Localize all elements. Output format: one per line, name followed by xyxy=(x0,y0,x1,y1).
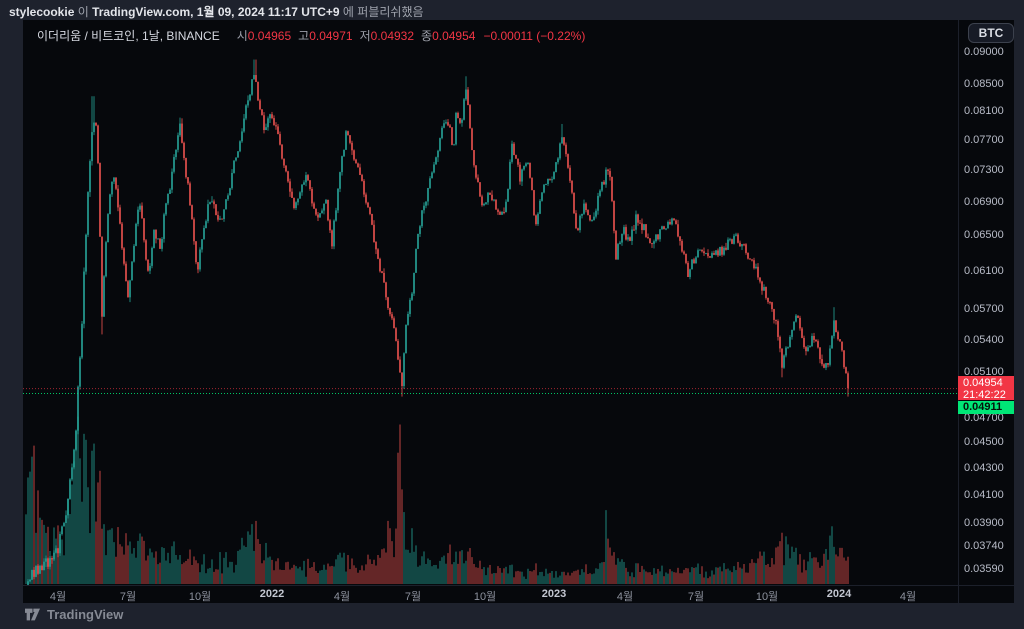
publish-header-text: 에 퍼블리쉬했음 xyxy=(339,5,424,19)
footer: TradingView xyxy=(24,605,123,623)
time-axis[interactable]: 4월 7월 10월 2022 4월 7월 10월 2023 4월 7월 10월 2024 4월 xyxy=(23,586,958,603)
ohlc-value: 0.04954 xyxy=(432,29,476,43)
time-tick-year: 2023 xyxy=(541,588,567,600)
currency-toggle-button[interactable]: BTC xyxy=(968,23,1014,43)
ohlc-label: 시 xyxy=(236,29,248,43)
price-tick: 0.05400 xyxy=(964,333,1004,346)
ohlc-value: 0.04965 xyxy=(247,29,292,43)
ohlc-label: 고 xyxy=(298,29,310,43)
time-tick-month: 10월 xyxy=(188,591,212,603)
price-tick: 0.07700 xyxy=(964,133,1004,146)
time-tick-year: 2024 xyxy=(826,588,852,600)
price-tick: 0.07300 xyxy=(964,163,1004,176)
price-tick: 0.04100 xyxy=(964,488,1004,501)
chart-widget: 이더리움 / 비트코인, 1날, BINANCE 시0.04965 고0.04971… xyxy=(23,20,1014,603)
publish-header-text: 이 xyxy=(74,5,93,19)
time-tick-month: 7월 xyxy=(687,591,705,603)
publish-header-text: stylecookie xyxy=(9,5,75,19)
price-axis[interactable]: 0.09000 0.08500 0.08100 0.07700 0.07300 0.069… xyxy=(959,20,1014,585)
candlestick-chart-canvas[interactable] xyxy=(23,20,1014,603)
footer-brand[interactable]: TradingView xyxy=(47,606,124,622)
price-tick: 0.08500 xyxy=(964,78,1004,91)
price-axis-separator xyxy=(958,20,959,603)
price-tick: 0.08100 xyxy=(964,105,1004,118)
price-tick: 0.09000 xyxy=(964,46,1004,58)
price-tick: 0.04500 xyxy=(964,436,1004,449)
price-tick: 0.05100 xyxy=(964,365,1004,378)
price-tick: 0.03740 xyxy=(964,540,1004,553)
price-tick: 0.06100 xyxy=(964,264,1004,277)
ohlc-value: 0.04932 xyxy=(370,29,415,43)
price-tick: 0.03900 xyxy=(964,516,1004,529)
publish-header-text: TradingView.com, 1월 09, 2024 11:17 UTC+9 xyxy=(92,5,340,19)
price-tick: 0.04700 xyxy=(964,411,1004,424)
time-axis-separator xyxy=(23,585,1014,586)
symbol-title[interactable]: 이더리움 / 비트코인, 1날, BINANCE xyxy=(37,29,220,43)
alert-price-label: 0.04911 xyxy=(958,401,1014,415)
ohlc-values: 시0.04965 고0.04971 저0.04932 종0.04954 xyxy=(230,29,476,43)
time-tick-month: 7월 xyxy=(404,591,422,603)
price-tick: 0.03590 xyxy=(964,563,1004,576)
price-tick: 0.06500 xyxy=(964,229,1004,242)
countdown-timer: 21:42:22 xyxy=(963,389,1006,402)
time-tick-month: 4월 xyxy=(333,591,351,603)
tradingview-logo-icon[interactable] xyxy=(24,607,41,622)
price-change: −0.00011 (−0.22%) xyxy=(483,29,586,43)
last-price-value: 0.04954 xyxy=(963,377,1003,390)
time-tick-month: 4월 xyxy=(616,591,634,603)
publish-header: stylecookie 이 TradingView.com, 1월 09, 20… xyxy=(9,3,424,19)
ohlc-label: 종 xyxy=(421,29,433,43)
ohlc-value: 0.04971 xyxy=(309,29,353,43)
ohlc-label: 저 xyxy=(359,29,371,43)
time-tick-month: 10월 xyxy=(473,591,497,603)
time-tick-year: 2022 xyxy=(259,588,285,600)
chart-legend[interactable]: 이더리움 / 비트코인, 1날, BINANCE 시0.04965 고0.04971… xyxy=(37,27,585,44)
last-price-label: 0.04954 21:42:22 xyxy=(958,376,1014,402)
time-tick-month: 7월 xyxy=(119,591,137,603)
time-tick-month: 10월 xyxy=(755,591,779,603)
price-tick: 0.06900 xyxy=(964,195,1004,208)
time-tick-month: 4월 xyxy=(899,591,917,603)
price-tick: 0.05700 xyxy=(964,303,1004,316)
time-tick-month: 4월 xyxy=(49,591,67,603)
price-tick: 0.04300 xyxy=(964,461,1004,474)
